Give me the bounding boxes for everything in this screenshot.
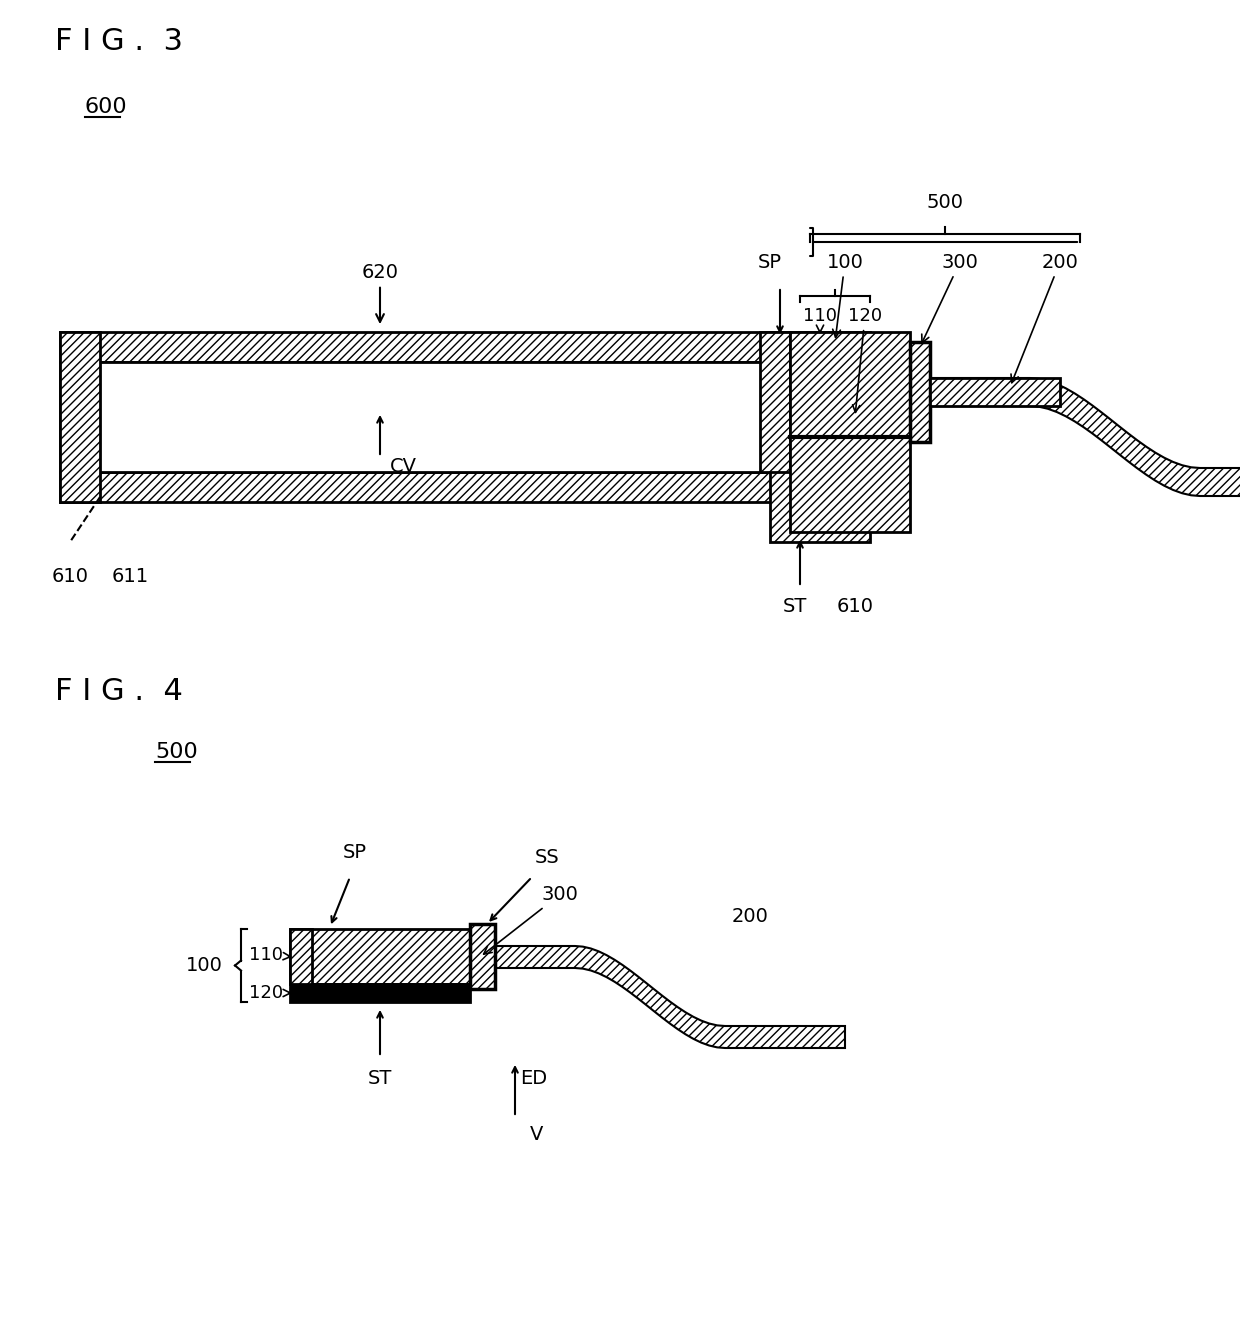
Text: V: V xyxy=(529,1125,543,1144)
Bar xyxy=(290,929,470,984)
Text: ST: ST xyxy=(782,598,807,616)
Text: 500: 500 xyxy=(155,742,197,761)
Bar xyxy=(60,472,790,502)
Text: 300: 300 xyxy=(484,884,578,954)
Text: 200: 200 xyxy=(1011,253,1079,382)
Bar xyxy=(60,332,790,362)
Text: ED: ED xyxy=(520,1069,547,1088)
Text: SP: SP xyxy=(343,843,367,862)
Text: 611: 611 xyxy=(112,567,149,586)
Text: CV: CV xyxy=(391,457,417,476)
Bar xyxy=(60,362,790,472)
PathPatch shape xyxy=(495,947,844,1048)
Text: 620: 620 xyxy=(362,263,398,321)
Text: 610: 610 xyxy=(837,598,873,616)
Bar xyxy=(760,332,790,472)
Text: 300: 300 xyxy=(921,253,978,342)
Text: 120: 120 xyxy=(249,984,290,1002)
Bar xyxy=(290,929,312,984)
Text: SS: SS xyxy=(534,847,559,867)
Text: 100: 100 xyxy=(186,956,223,976)
Text: F I G .  3: F I G . 3 xyxy=(55,28,184,57)
Text: 100: 100 xyxy=(827,253,863,337)
Text: 120: 120 xyxy=(848,307,882,412)
Bar xyxy=(60,332,100,502)
Text: ST: ST xyxy=(368,1069,392,1088)
Bar xyxy=(910,342,930,442)
Text: 500: 500 xyxy=(926,193,963,212)
Bar xyxy=(470,924,495,989)
Text: 110: 110 xyxy=(804,307,837,332)
Text: 110: 110 xyxy=(249,947,290,964)
Text: 200: 200 xyxy=(732,907,769,927)
PathPatch shape xyxy=(930,378,1240,496)
Text: 610: 610 xyxy=(52,567,88,586)
Text: F I G .  4: F I G . 4 xyxy=(55,677,182,706)
Bar xyxy=(290,984,470,1002)
Text: 600: 600 xyxy=(86,97,128,118)
Bar xyxy=(930,378,1060,406)
Bar xyxy=(770,332,870,438)
Text: SP: SP xyxy=(758,253,782,272)
Bar xyxy=(790,332,910,531)
Bar xyxy=(770,438,870,542)
